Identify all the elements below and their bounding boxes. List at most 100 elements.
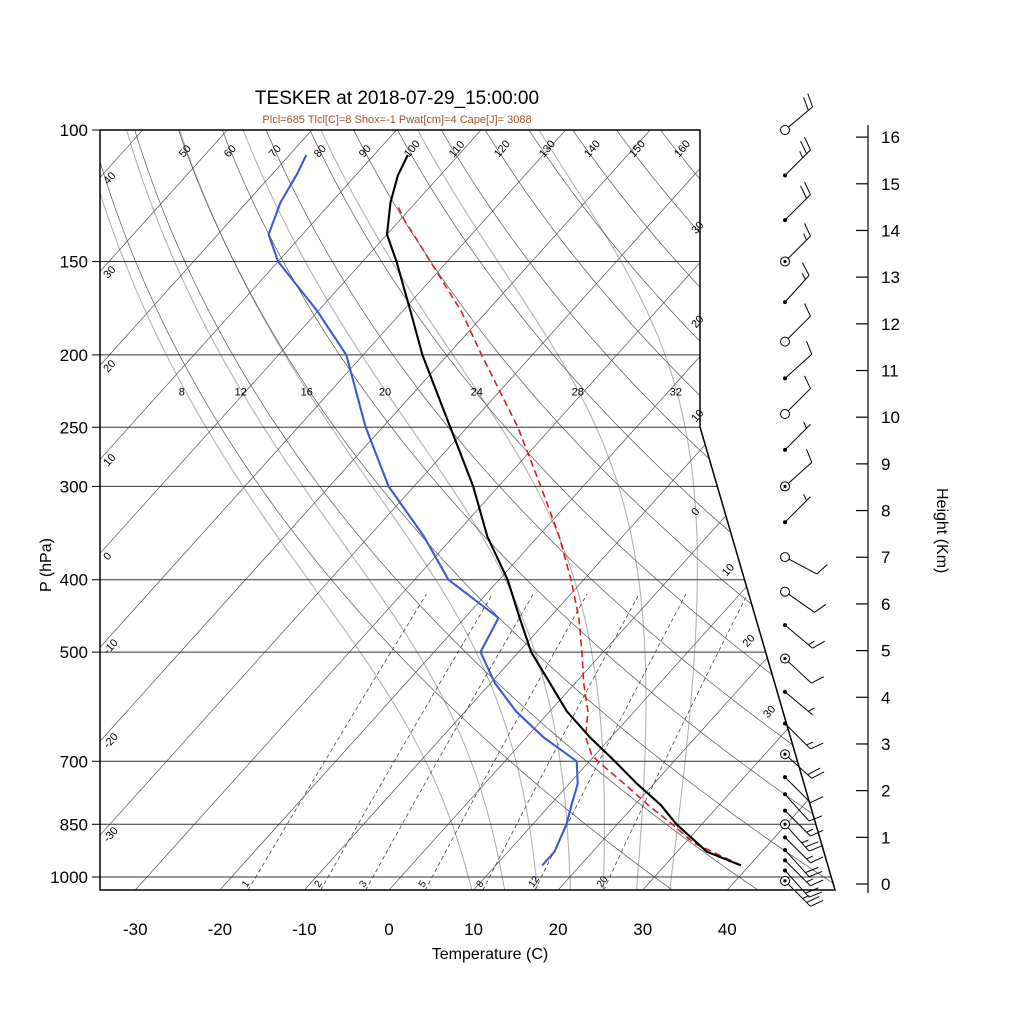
barb-base-dot xyxy=(783,623,787,628)
dry-adiabat-label: 100 xyxy=(402,138,423,160)
barb-base-circle xyxy=(780,586,790,597)
barb-base-dot xyxy=(783,847,787,852)
barb-feather xyxy=(806,896,820,903)
barb-staff xyxy=(784,591,815,613)
mixing-ratio-label: 12 xyxy=(527,874,543,890)
moist-adiabat-line xyxy=(178,130,539,890)
barb-base-dot xyxy=(783,775,787,780)
isotherm-label-left: -10 xyxy=(101,637,121,657)
moist-adiabat-grid xyxy=(100,130,698,890)
barb-feather xyxy=(805,841,819,848)
pressure-axis: 100 150 200 250 300 400 500 700 850 1000 xyxy=(50,121,100,887)
dewpoint-curve xyxy=(267,154,579,867)
barb-staff xyxy=(784,793,810,822)
wind-barb xyxy=(780,223,811,267)
barb-base-circle xyxy=(780,125,790,135)
dry-adiabat-label: 110 xyxy=(447,139,467,160)
barb-feather xyxy=(808,815,823,822)
barb-feather xyxy=(810,899,824,907)
barb-feather xyxy=(803,97,809,111)
mixing-ratio-line xyxy=(424,593,588,890)
barb-feather xyxy=(816,564,828,575)
dry-adiabat-label: 80 xyxy=(312,143,329,160)
barb-base-dot xyxy=(783,721,787,726)
barb-base-center-dot xyxy=(783,752,787,756)
wind-barb xyxy=(783,792,823,822)
isotherm-line xyxy=(135,130,820,890)
height-tick-label: 6 xyxy=(881,595,890,614)
barb-base-dot xyxy=(783,376,787,381)
wind-barb xyxy=(783,262,810,305)
wind-barb xyxy=(783,775,824,804)
height-tick-label: 3 xyxy=(881,735,890,754)
barb-half-feather xyxy=(803,421,808,429)
barb-half-feather xyxy=(808,640,815,646)
moist-adiabat-label: 20 xyxy=(379,387,391,399)
dry-adiabat-label: 140 xyxy=(582,138,603,160)
isotherm-line xyxy=(304,130,835,890)
dry-adiabat-line xyxy=(309,130,835,890)
wind-barb xyxy=(783,868,823,898)
barb-base-center-dot xyxy=(783,822,787,826)
mixing-ratio-label: 3 xyxy=(357,878,369,889)
isotherm-line xyxy=(388,130,835,890)
isotherm-label-right: 20 xyxy=(689,313,706,330)
temp-tick-label: 30 xyxy=(633,920,652,939)
dry-adiabat-line xyxy=(528,130,835,890)
barb-half-feather xyxy=(808,707,815,712)
barb-half-feather xyxy=(802,895,810,900)
mixing-ratio-line xyxy=(365,593,534,890)
wind-barb xyxy=(783,858,824,887)
mixing-ratio-line xyxy=(247,593,427,890)
barb-base-circle xyxy=(780,552,790,563)
height-tick-label: 9 xyxy=(881,455,890,474)
height-tick-label: 7 xyxy=(881,548,890,567)
wind-barb xyxy=(783,421,811,452)
barb-feather xyxy=(800,140,808,154)
wind-barb xyxy=(783,808,824,837)
barb-feather xyxy=(810,856,824,864)
isotherm-label-left: 0 xyxy=(101,550,114,563)
isotherm-line xyxy=(0,130,58,890)
mixing-ratio-label: 2 xyxy=(313,878,325,889)
moist-adiabat-label: 16 xyxy=(301,387,313,399)
dry-adiabat-label: 50 xyxy=(177,143,194,160)
barb-staff xyxy=(784,275,810,303)
temp-tick-label: -20 xyxy=(208,920,233,939)
barb-base-dot xyxy=(783,808,787,813)
barb-half-feather xyxy=(806,878,814,883)
isotherm-grid xyxy=(0,130,835,890)
height-tick-label: 10 xyxy=(881,408,900,427)
barb-staff xyxy=(784,556,818,575)
height-tick-label: 16 xyxy=(881,128,900,147)
barb-base-dot xyxy=(783,858,787,863)
height-tick-label: 5 xyxy=(881,642,890,661)
barb-feather xyxy=(804,375,811,389)
temp-tick-label: -30 xyxy=(123,920,148,939)
barb-staff xyxy=(784,823,810,852)
wind-barb xyxy=(783,721,824,750)
barb-base-center-dot xyxy=(783,484,787,489)
barb-staff xyxy=(784,849,810,878)
isotherm-line xyxy=(100,130,228,890)
isotherm-line xyxy=(100,130,397,890)
isotherm-label-right: 10 xyxy=(720,562,737,579)
wind-barb xyxy=(780,375,811,420)
barb-staff xyxy=(784,723,811,750)
isotherm-label-right: 30 xyxy=(689,219,706,236)
height-tick-label: 15 xyxy=(881,175,900,194)
barb-half-feather xyxy=(801,273,806,280)
barb-base-dot xyxy=(783,792,787,797)
barb-feather xyxy=(811,676,825,684)
isotherm-label-left: 10 xyxy=(101,452,118,469)
moist-adiabat-line xyxy=(320,130,605,890)
temperature-axis: -30 -20 -10 0 10 20 30 40 xyxy=(123,920,737,939)
moist-adiabat-label: 12 xyxy=(235,387,247,399)
barb-staff xyxy=(784,149,811,176)
height-axis-label: Height (Km) xyxy=(933,488,950,574)
pressure-tick-label: 100 xyxy=(60,121,88,140)
barb-base-dot xyxy=(783,835,787,840)
wind-barb-column xyxy=(780,93,828,907)
wind-barb xyxy=(780,875,824,907)
